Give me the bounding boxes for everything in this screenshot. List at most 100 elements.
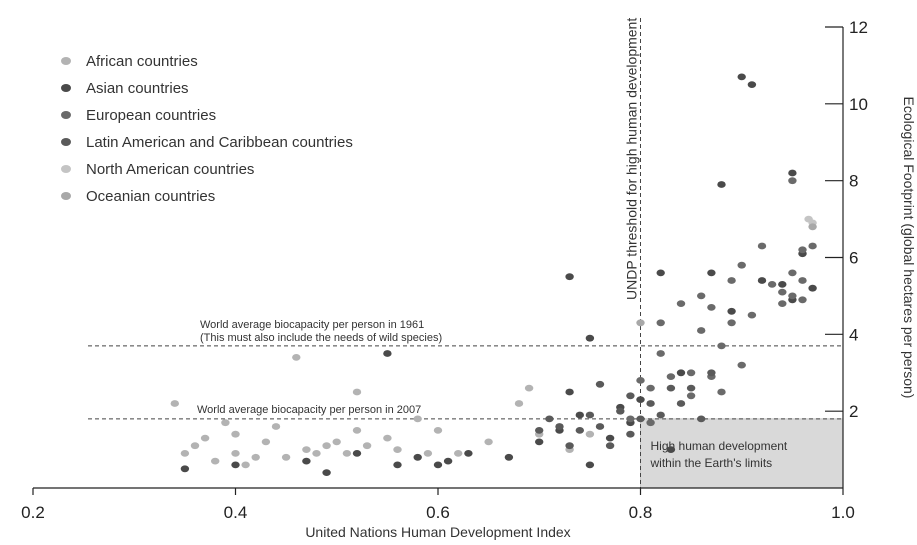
legend-marker xyxy=(61,165,71,173)
data-point xyxy=(514,400,524,407)
data-point xyxy=(616,407,625,415)
data-point xyxy=(312,450,321,457)
data-point xyxy=(575,411,584,419)
data-point xyxy=(737,361,746,369)
data-point xyxy=(595,423,605,430)
data-point xyxy=(302,457,311,465)
data-point xyxy=(737,73,746,81)
biocapacity-1961-label-line-1: World average biocapacity per person in … xyxy=(200,319,424,331)
data-point xyxy=(605,442,615,450)
data-point xyxy=(261,438,271,446)
legend-label: European countries xyxy=(86,107,216,124)
data-point xyxy=(727,277,736,284)
data-point xyxy=(808,223,817,231)
data-point xyxy=(433,461,443,469)
data-point xyxy=(666,446,676,453)
y-axis: 2 4 6 8 10 12 xyxy=(825,18,868,488)
data-point xyxy=(626,392,635,400)
legend-label: Oceanian countries xyxy=(86,188,215,205)
data-point xyxy=(595,380,605,388)
data-point xyxy=(383,350,392,357)
x-tick-label: 1.0 xyxy=(831,503,855,522)
legend-marker xyxy=(61,84,71,92)
data-point xyxy=(393,446,402,453)
data-point xyxy=(322,469,331,476)
data-point xyxy=(626,430,635,438)
data-point xyxy=(535,427,544,434)
data-point xyxy=(737,261,746,269)
data-point xyxy=(707,269,716,277)
x-axis-title: United Nations Human Development Index xyxy=(305,524,570,540)
data-point xyxy=(686,392,696,400)
data-point xyxy=(808,284,817,292)
data-point xyxy=(352,388,362,396)
data-point xyxy=(636,415,645,423)
data-point xyxy=(707,304,716,311)
legend-label: North American countries xyxy=(86,161,254,178)
data-point xyxy=(565,442,574,450)
data-point xyxy=(221,419,230,427)
data-point xyxy=(656,350,665,357)
data-point xyxy=(686,384,696,392)
data-point xyxy=(393,461,402,469)
legend-marker xyxy=(61,192,71,200)
legend-label: African countries xyxy=(86,53,198,70)
y-tick-label: 8 xyxy=(849,172,858,191)
data-point xyxy=(656,319,665,327)
data-point xyxy=(352,450,362,457)
data-point xyxy=(697,292,706,300)
target-region-box xyxy=(640,418,844,489)
biocapacity-1961-label-line-2: (This must also include the needs of wil… xyxy=(200,332,442,344)
data-point xyxy=(231,450,240,457)
data-point xyxy=(413,415,422,423)
data-point xyxy=(697,327,706,334)
data-point xyxy=(575,427,584,434)
legend-marker xyxy=(61,57,71,65)
data-point xyxy=(190,442,200,450)
data-point xyxy=(808,242,817,250)
y-tick-label: 6 xyxy=(849,249,858,268)
data-point xyxy=(383,434,392,442)
data-point xyxy=(727,319,736,327)
data-point xyxy=(433,427,443,434)
data-points xyxy=(170,73,817,476)
target-region-label-line-1: High human development xyxy=(651,439,788,453)
data-point xyxy=(757,277,767,284)
y-tick-label: 12 xyxy=(849,18,868,37)
data-point xyxy=(180,465,190,473)
data-point xyxy=(332,438,341,446)
data-point xyxy=(342,450,352,457)
y-tick-label: 2 xyxy=(849,402,858,421)
data-point xyxy=(211,457,220,465)
data-point xyxy=(292,354,301,361)
legend-marker xyxy=(61,138,71,146)
data-point xyxy=(747,311,757,319)
legend-label: Latin American and Caribbean countries xyxy=(86,134,353,151)
data-point xyxy=(666,384,676,392)
data-point xyxy=(464,450,473,457)
data-point xyxy=(778,288,787,296)
data-point xyxy=(717,342,726,350)
data-point xyxy=(454,450,463,457)
data-point xyxy=(686,369,696,377)
data-point xyxy=(545,415,554,423)
data-point xyxy=(798,277,807,284)
data-point xyxy=(504,453,514,461)
data-point xyxy=(281,453,291,461)
x-tick-label: 0.4 xyxy=(224,503,248,522)
x-axis: 0.2 0.4 0.6 0.8 1.0 xyxy=(21,487,855,522)
data-point xyxy=(717,388,726,396)
hdi-threshold-label: UNDP threshold for high human developmen… xyxy=(624,18,640,300)
data-point xyxy=(555,423,564,430)
data-point xyxy=(605,434,615,442)
biocapacity-2007-label: World average biocapacity per person in … xyxy=(197,404,421,416)
data-point xyxy=(241,461,250,469)
y-axis-title: Ecological Footprint (global hectares pe… xyxy=(901,97,917,399)
legend-marker xyxy=(61,111,71,119)
legend: African countries Asian countries European… xyxy=(61,53,353,205)
data-point xyxy=(565,388,574,396)
y-tick-label: 4 xyxy=(849,325,858,344)
data-point xyxy=(636,396,645,403)
data-point xyxy=(322,442,331,450)
